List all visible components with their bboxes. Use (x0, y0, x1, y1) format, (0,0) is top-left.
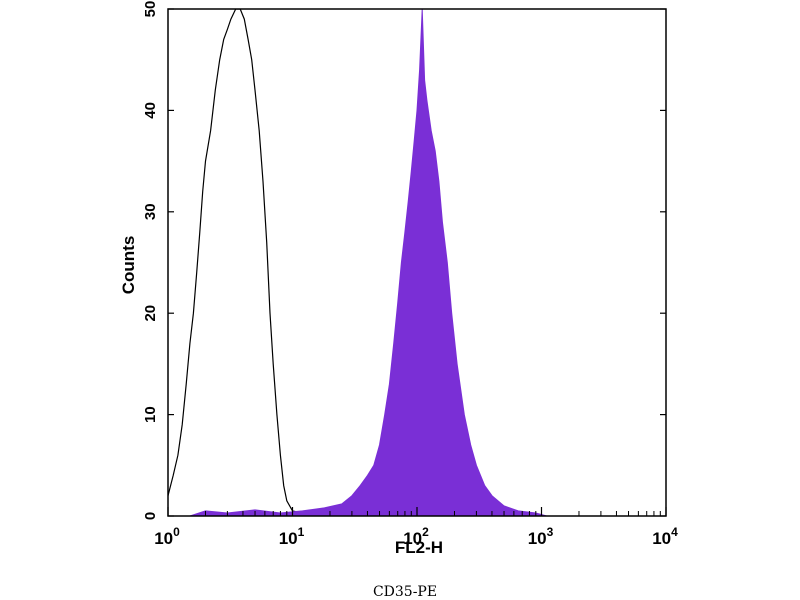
x-tick-base: 10 (279, 529, 298, 548)
x-axis-ticks: 100 101 102 103 104 (154, 507, 678, 548)
y-tick-label: 10 (142, 406, 159, 423)
x-tick-exponent: 2 (422, 525, 429, 539)
x-tick-label: 100 (154, 525, 180, 548)
x-axis-label: FL2-H (395, 538, 443, 557)
x-tick-label: 101 (279, 525, 305, 548)
y-tick-label: 0 (142, 512, 159, 520)
x-tick-exponent: 1 (298, 525, 305, 539)
y-tick-label: 20 (142, 305, 159, 322)
y-axis-ticks: 0 10 20 30 40 50 (142, 1, 666, 520)
series-0-outline-histogram (168, 9, 331, 516)
series-group (168, 9, 547, 516)
y-tick-label: 50 (142, 1, 159, 18)
y-tick-label: 30 (142, 203, 159, 220)
chart-caption: CD35-PE (373, 584, 437, 600)
plot-area (167, 8, 667, 517)
x-tick-base: 10 (403, 529, 422, 548)
x-tick-exponent: 0 (173, 525, 180, 539)
x-tick-base: 10 (528, 529, 547, 548)
x-tick-base: 10 (154, 529, 173, 548)
series-1-filled-histogram (189, 9, 547, 516)
x-tick-label: 104 (652, 525, 678, 548)
x-tick-exponent: 3 (547, 525, 554, 539)
y-axis-label: Counts (119, 236, 138, 295)
y-tick-label: 40 (142, 102, 159, 119)
x-tick-base: 10 (652, 529, 671, 548)
x-tick-label: 103 (528, 525, 554, 548)
x-tick-exponent: 4 (671, 525, 678, 539)
x-tick-label: 102 (403, 525, 429, 548)
